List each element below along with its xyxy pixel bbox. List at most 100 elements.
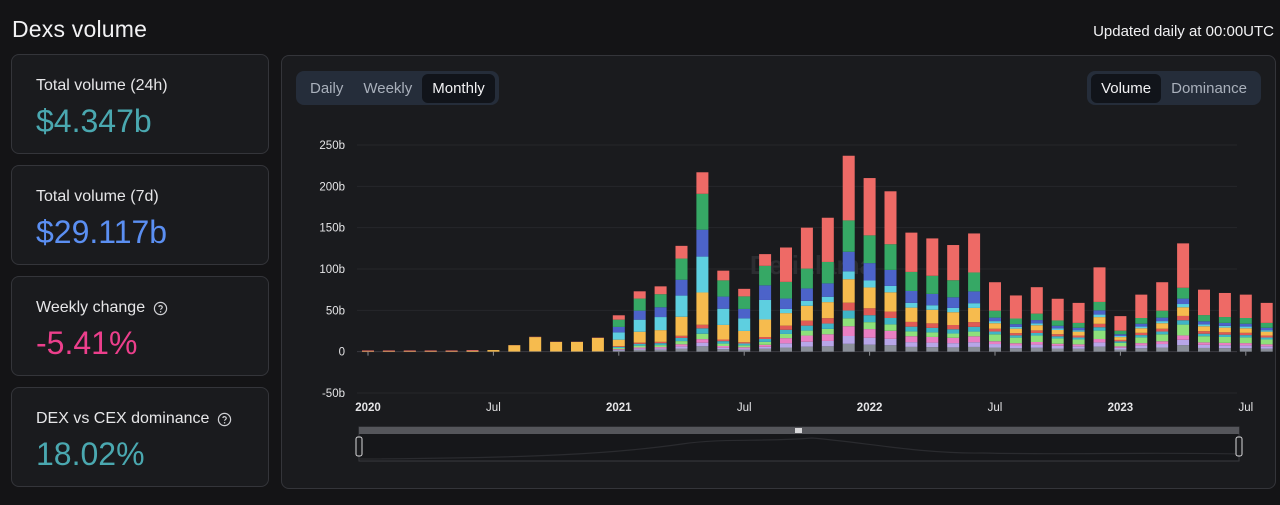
bar-segment (863, 178, 876, 236)
chart-bar (821, 217, 834, 352)
bar-segment (1093, 346, 1106, 352)
chart-bar (382, 350, 395, 352)
bar-segment (968, 322, 981, 327)
bar-segment (759, 254, 772, 266)
bar-segment (842, 326, 855, 336)
chart-bar (863, 178, 876, 352)
tab-weekly[interactable]: Weekly (363, 79, 413, 97)
bar-segment (1072, 335, 1085, 338)
bar-segment (780, 325, 792, 330)
bar-segment (863, 329, 876, 338)
tab-monthly[interactable]: Monthly (422, 73, 495, 103)
bar-segment (1156, 321, 1169, 324)
bar-segment (926, 323, 939, 328)
chart-bar (1093, 267, 1106, 352)
bar-segment (800, 227, 813, 269)
bar-segment (633, 343, 646, 346)
bar-segment (1072, 302, 1085, 323)
bar-segment (780, 329, 792, 334)
chart-bar (445, 350, 458, 352)
chart-bar (508, 345, 521, 352)
bar-segment (989, 321, 1001, 324)
bar-segment (1177, 339, 1190, 346)
bar-segment (759, 319, 772, 338)
bar-segment (800, 330, 813, 336)
bar-segment (612, 326, 625, 333)
bar-segment (780, 308, 792, 314)
bar-segment (1072, 322, 1085, 328)
bar-segment (717, 270, 730, 281)
bar-segment (947, 297, 960, 308)
bar-segment (989, 317, 1001, 322)
bar-segment (1093, 267, 1106, 302)
tab-volume[interactable]: Volume (1091, 73, 1162, 103)
bar-segment (675, 341, 688, 345)
bar-segment (675, 344, 688, 347)
bar-segment (445, 350, 458, 352)
bar-segment (654, 307, 667, 318)
bar-segment (675, 346, 688, 349)
bar-segment (905, 321, 918, 327)
bar-segment (1114, 341, 1127, 343)
bar-segment (1114, 330, 1127, 335)
bar-segment (1072, 331, 1085, 336)
bar-segment (717, 341, 730, 344)
tab-dominance[interactable]: Dominance (1171, 79, 1247, 97)
tab-daily[interactable]: Daily (310, 79, 344, 97)
bar-segment (1072, 339, 1085, 345)
bar-segment (905, 326, 918, 332)
bar-segment (926, 347, 939, 352)
bar-segment (696, 333, 709, 340)
chart-bar (571, 341, 583, 352)
bar-segment (905, 302, 918, 308)
bar-segment (905, 342, 918, 347)
chart-bar (487, 350, 500, 352)
chart-bar (1198, 289, 1210, 352)
bar-segment (612, 332, 625, 340)
bar-segment (821, 283, 834, 297)
bar-segment (821, 318, 834, 324)
bar-segment (738, 296, 751, 309)
bar-segment (591, 337, 604, 352)
bar-segment (968, 346, 981, 352)
help-icon[interactable] (153, 301, 168, 316)
bar-segment (947, 245, 960, 281)
bar-segment (1260, 330, 1273, 332)
slider-grip-icon[interactable] (795, 428, 802, 433)
bar-segment (759, 265, 772, 286)
bar-segment (1135, 323, 1148, 327)
bar-segment (800, 341, 813, 347)
slider-handle-left[interactable] (355, 436, 363, 457)
bar-segment (800, 268, 813, 289)
bar-segment (1198, 289, 1210, 316)
bar-segment (382, 350, 395, 352)
bar-segment (696, 328, 709, 334)
chart-bar (842, 155, 855, 352)
bar-segment (884, 317, 897, 325)
help-icon[interactable] (217, 412, 232, 427)
bar-segment (1198, 347, 1210, 352)
bar-segment (1218, 327, 1231, 333)
bar-segment (842, 279, 855, 303)
bar-segment (1072, 337, 1085, 340)
chart-bar (1239, 294, 1252, 352)
bar-segment (821, 340, 834, 347)
bar-segment (1030, 347, 1043, 352)
bar-segment (633, 348, 646, 350)
range-slider[interactable] (355, 426, 1243, 462)
bar-segment (842, 343, 855, 352)
x-tick-label: Jul (988, 402, 1003, 414)
bar-segment (654, 347, 667, 349)
x-tick-label: 2023 (1108, 402, 1134, 414)
bar-segment (633, 331, 646, 343)
bar-segment (403, 350, 416, 352)
bar-segment (842, 271, 855, 280)
bar-segment (821, 346, 834, 352)
bar-segment (1177, 243, 1190, 288)
bar-segment (654, 348, 667, 350)
slider-handle-right[interactable] (1235, 436, 1243, 457)
bar-segment (968, 342, 981, 347)
bar-segment (1009, 328, 1022, 334)
bar-segment (905, 271, 918, 291)
stat-label: Weekly change (36, 299, 168, 317)
